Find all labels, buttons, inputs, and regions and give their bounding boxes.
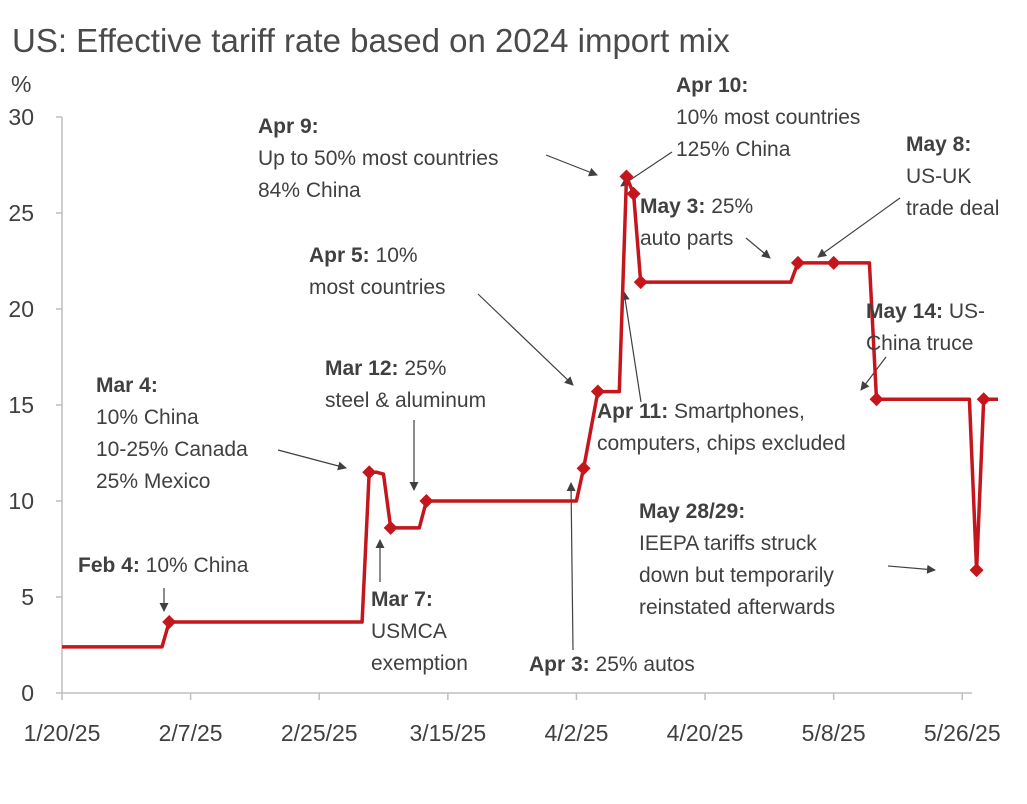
y-axis: 0 5 10 15 20 25 30	[8, 104, 62, 706]
annotation-text: reinstated afterwards	[639, 596, 835, 619]
annotation-text: steel & aluminum	[325, 389, 486, 412]
y-tick-label: 5	[21, 584, 34, 610]
annotation-text: 84% China	[258, 179, 361, 202]
annotation-arrow	[745, 237, 771, 259]
annotation-text: 10-25% Canada	[96, 438, 248, 461]
x-tick-label: 2/25/25	[281, 720, 358, 746]
annotation-arrow	[817, 197, 901, 258]
x-tick-label: 4/2/25	[544, 720, 608, 746]
annotation-text: 10% most countries	[676, 106, 860, 129]
annotation-arrow	[545, 154, 598, 177]
event-marker	[619, 169, 634, 184]
y-tick-label: 0	[21, 680, 34, 706]
y-axis-unit: %	[11, 71, 31, 97]
event-marker	[976, 392, 991, 407]
annotation-text: exemption	[371, 652, 468, 675]
annotation-text: Feb 4: 10% China	[78, 554, 249, 577]
annotations: Feb 4: 10% China Mar 4: 10% China 10-25% Ca…	[78, 74, 999, 676]
event-markers	[162, 169, 991, 629]
annotation-text: May 14: US-	[866, 300, 985, 323]
chart-title: US: Effective tariff rate based on 2024 …	[12, 22, 730, 59]
annotation-apr5: Apr 5: 10% most countries	[309, 244, 446, 299]
annotation-text: Apr 5: 10%	[309, 244, 418, 267]
y-tick-label: 25	[8, 200, 34, 226]
event-marker	[626, 186, 641, 201]
event-marker	[162, 614, 177, 629]
event-marker	[869, 392, 884, 407]
annotation-apr3: Apr 3: 25% autos	[529, 653, 695, 676]
x-tick-label: 4/20/25	[667, 720, 744, 746]
annotation-text: May 3: 25%	[640, 195, 753, 218]
annotation-title: May 28/29:	[639, 500, 745, 523]
annotation-mar7: Mar 7: USMCA exemption	[371, 588, 468, 675]
annotation-text: USMCA	[371, 620, 447, 643]
annotation-arrow	[277, 449, 347, 471]
event-marker	[590, 384, 605, 399]
event-marker	[576, 461, 591, 476]
annotation-text: down but temporarily	[639, 564, 834, 587]
annotation-title: Apr 9:	[258, 115, 319, 138]
annotation-apr10: Apr 10: 10% most countries 125% China	[676, 74, 860, 161]
x-tick-label: 5/8/25	[802, 720, 866, 746]
annotation-may2829: May 28/29: IEEPA tariffs struck down but t…	[639, 500, 835, 619]
annotation-feb4: Feb 4: 10% China	[78, 554, 249, 577]
x-tick-label: 1/20/25	[24, 720, 101, 746]
annotation-title: Mar 4:	[96, 374, 158, 397]
annotation-apr11: Apr 11: Smartphones, computers, chips exc…	[597, 400, 846, 455]
annotation-arrows	[159, 151, 936, 651]
x-tick-label: 5/26/25	[924, 720, 1001, 746]
annotation-text: trade deal	[906, 197, 999, 220]
annotation-text: most countries	[309, 276, 446, 299]
annotation-title: May 8:	[906, 133, 971, 156]
y-tick-label: 20	[8, 296, 34, 322]
event-marker	[969, 563, 984, 578]
annotation-text: Up to 50% most countries	[258, 147, 498, 170]
x-tick-label: 3/15/25	[409, 720, 486, 746]
annotation-text: auto parts	[640, 227, 733, 250]
event-marker	[362, 465, 377, 480]
y-tick-label: 15	[8, 392, 34, 418]
annotation-title: Mar 7:	[371, 588, 433, 611]
annotation-text: Apr 3: 25% autos	[529, 653, 695, 676]
event-marker	[383, 520, 398, 535]
annotation-text: computers, chips excluded	[597, 432, 846, 455]
annotation-arrow	[620, 291, 642, 403]
x-tick-label: 2/7/25	[159, 720, 223, 746]
annotation-text: Apr 11: Smartphones,	[597, 400, 805, 423]
annotation-may8: May 8: US-UK trade deal	[906, 133, 999, 220]
x-axis: 1/20/25 2/7/25 2/25/25 3/15/25 4/2/25 4/20/25…	[24, 693, 1001, 746]
annotation-text: 25% Mexico	[96, 470, 210, 493]
event-marker	[633, 275, 648, 290]
annotation-mar4: Mar 4: 10% China 10-25% Canada 25% Mexico	[96, 374, 248, 493]
annotation-title: Apr 10:	[676, 74, 748, 97]
annotation-text: China truce	[866, 332, 973, 355]
y-tick-label: 30	[8, 104, 34, 130]
annotation-apr9: Apr 9: Up to 50% most countries 84% China	[258, 115, 498, 202]
annotation-arrow	[566, 482, 576, 651]
annotation-text: Mar 12: 25%	[325, 357, 446, 380]
event-marker	[419, 494, 434, 508]
annotation-may14: May 14: US- China truce	[866, 300, 985, 355]
event-marker	[790, 255, 805, 270]
annotation-arrow	[477, 293, 574, 386]
annotation-text: 125% China	[676, 138, 791, 161]
y-tick-label: 10	[8, 488, 34, 514]
annotation-may3: May 3: 25% auto parts	[640, 195, 753, 250]
annotation-mar12: Mar 12: 25% steel & aluminum	[325, 357, 486, 412]
annotation-text: US-UK	[906, 165, 971, 188]
annotation-text: 10% China	[96, 406, 199, 429]
annotation-text: IEEPA tariffs struck	[639, 532, 817, 555]
event-marker	[826, 255, 841, 270]
annotation-arrow	[887, 564, 936, 574]
